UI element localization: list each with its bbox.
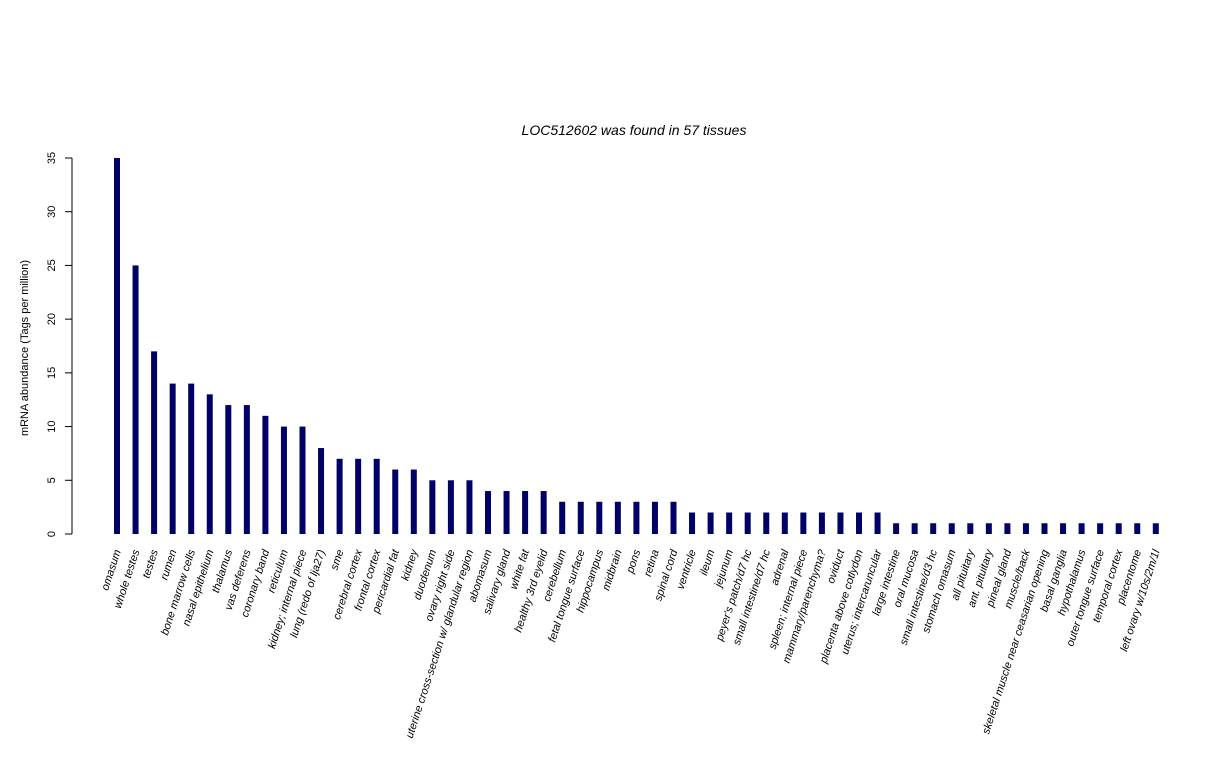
bar	[763, 512, 770, 534]
bar	[633, 501, 640, 534]
category-label: retina	[642, 548, 662, 578]
bar	[670, 501, 677, 534]
category-label: rumen	[158, 548, 179, 581]
bar	[1004, 523, 1011, 534]
y-tick-label: 30	[46, 206, 58, 218]
category-label: ileum	[698, 548, 718, 577]
bar	[726, 512, 733, 534]
bar	[318, 448, 325, 534]
bar	[1060, 523, 1067, 534]
bar	[132, 265, 139, 534]
bar	[837, 512, 844, 534]
y-tick-label: 25	[46, 259, 58, 271]
bar	[114, 158, 120, 534]
y-tick-label: 5	[46, 477, 58, 483]
bar	[967, 523, 974, 534]
bar	[280, 426, 287, 534]
bar	[781, 512, 788, 534]
bar-series	[114, 158, 1159, 534]
y-axis: 0 5 10 15 20 25 30 35	[46, 152, 73, 537]
y-tick-label: 20	[46, 313, 58, 325]
category-label: testes	[140, 548, 161, 580]
bar	[299, 426, 306, 534]
y-tick-label: 35	[46, 152, 58, 164]
bar	[392, 469, 399, 534]
bar	[911, 523, 918, 534]
bar	[503, 491, 510, 534]
bar	[874, 512, 881, 534]
bar	[485, 491, 491, 534]
bar	[466, 480, 473, 534]
bar	[151, 351, 158, 534]
bar	[856, 512, 862, 534]
bar	[410, 469, 417, 534]
category-label: sme	[329, 548, 347, 571]
bar	[225, 405, 232, 534]
chart-title: LOC512602 was found in 57 tissues	[522, 122, 747, 138]
bar	[614, 501, 621, 534]
bar	[744, 512, 751, 534]
bar	[930, 523, 937, 534]
bar	[1022, 523, 1029, 534]
bar	[243, 405, 250, 534]
bar	[651, 501, 658, 534]
category-label: pons	[624, 548, 643, 576]
y-tick-label: 10	[46, 420, 58, 432]
bar	[355, 458, 362, 534]
bar	[707, 512, 714, 534]
bar	[188, 383, 195, 534]
bar	[559, 501, 566, 534]
bar	[206, 394, 213, 534]
y-tick-label: 0	[46, 531, 58, 537]
bar	[1115, 523, 1122, 534]
bar	[540, 491, 547, 534]
bar	[596, 501, 603, 534]
bar	[1041, 523, 1048, 534]
y-tick-label: 15	[46, 367, 58, 379]
bar	[1134, 523, 1141, 534]
bar	[577, 501, 584, 534]
bar	[893, 523, 900, 534]
bar	[800, 512, 807, 534]
bar	[689, 512, 696, 534]
bar	[262, 415, 269, 534]
bar	[429, 480, 436, 534]
y-axis-label: mRNA abundance (Tags per million)	[19, 260, 31, 436]
bar	[336, 458, 343, 534]
bar	[522, 491, 529, 534]
bar	[1097, 523, 1104, 534]
bar	[169, 383, 176, 534]
bar	[447, 480, 454, 534]
bar	[1152, 523, 1159, 534]
bar	[1078, 523, 1085, 534]
bar	[948, 523, 955, 534]
bar	[818, 512, 825, 534]
bar	[373, 458, 380, 534]
bar	[985, 523, 992, 534]
